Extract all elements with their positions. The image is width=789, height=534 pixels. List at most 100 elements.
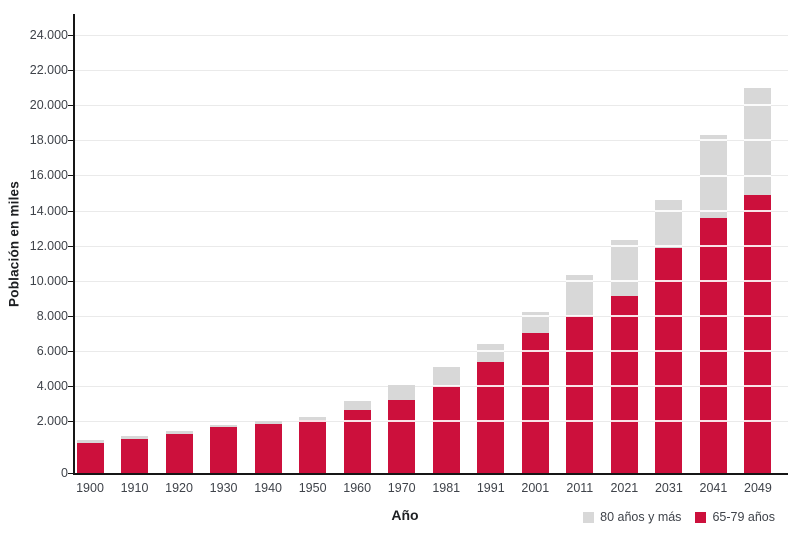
grid-line	[75, 245, 788, 247]
grid-line-overlay	[744, 174, 772, 177]
y-tick-mark	[68, 35, 73, 37]
x-tick-label: 1981	[432, 481, 461, 495]
x-tick-label: 2021	[610, 481, 639, 495]
bar-segment-65-79	[699, 217, 727, 473]
x-axis-line	[73, 473, 788, 475]
y-tick-label: 14.000	[29, 203, 68, 218]
grid-line-overlay	[744, 349, 772, 352]
grid-line-overlay	[699, 279, 727, 282]
y-tick-mark	[68, 420, 73, 422]
bar-segment-65-79	[165, 433, 193, 473]
bar-1920	[165, 430, 193, 473]
grid-line	[75, 175, 788, 177]
grid-line-overlay	[744, 104, 772, 107]
legend-item: 80 años y más	[583, 510, 681, 524]
grid-line-overlay	[744, 209, 772, 212]
grid-line-overlay	[699, 174, 727, 177]
grid-line-overlay	[566, 384, 594, 387]
grid-line-overlay	[699, 349, 727, 352]
bar-1900	[76, 440, 104, 473]
x-tick-label: 1940	[254, 481, 283, 495]
bar-segment-65-79	[210, 427, 238, 473]
grid-line	[75, 105, 788, 107]
y-tick-mark	[68, 70, 73, 72]
x-tick-label: 1930	[209, 481, 238, 495]
y-tick-mark	[68, 140, 73, 142]
bar-segment-65-79	[299, 419, 327, 473]
grid-line	[75, 210, 788, 212]
grid-line-overlay	[744, 244, 772, 247]
grid-line-overlay	[477, 349, 505, 352]
y-tick-mark	[68, 210, 73, 212]
grid-line-overlay	[432, 384, 460, 387]
grid-line-overlay	[744, 279, 772, 282]
x-tick-label: 1910	[120, 481, 149, 495]
grid-line-overlay	[521, 314, 549, 317]
grid-line-overlay	[744, 139, 772, 142]
bar-segment-65-79	[744, 194, 772, 473]
grid-line-overlay	[610, 349, 638, 352]
legend-item: 65-79 años	[695, 510, 775, 524]
y-tick-mark	[68, 473, 73, 474]
y-tick-mark	[68, 350, 73, 352]
grid-line	[75, 315, 788, 317]
bar-1960	[343, 400, 371, 473]
bar-1981	[432, 367, 460, 473]
grid-line-overlay	[699, 384, 727, 387]
bar-1930	[210, 424, 238, 473]
x-tick-label: 2031	[654, 481, 683, 495]
grid-line	[75, 350, 788, 352]
bar-segment-65-79	[254, 423, 282, 473]
x-tick-label: 1991	[476, 481, 505, 495]
grid-line-overlay	[566, 314, 594, 317]
grid-line-overlay	[566, 419, 594, 422]
grid-line-overlay	[610, 244, 638, 247]
y-tick-label: 12.000	[29, 238, 68, 253]
grid-line	[75, 420, 788, 422]
bar-2049	[744, 87, 772, 473]
y-tick-label: 8.000	[36, 308, 68, 323]
grid-line-overlay	[432, 419, 460, 422]
y-tick-mark	[68, 245, 73, 247]
grid-line	[75, 70, 788, 72]
y-tick-label: 22.000	[29, 63, 68, 78]
grid-line-overlay	[655, 209, 683, 212]
bar-1940	[254, 421, 282, 473]
grid-line-overlay	[655, 384, 683, 387]
grid-line-overlay	[610, 384, 638, 387]
grid-line-overlay	[655, 279, 683, 282]
y-tick-label: 0	[61, 466, 68, 480]
y-tick-label: 2.000	[36, 413, 68, 428]
y-tick-label: 16.000	[29, 168, 68, 183]
grid-line-overlay	[343, 419, 371, 422]
grid-line-overlay	[744, 419, 772, 422]
grid-line-overlay	[610, 419, 638, 422]
y-tick-label: 4.000	[36, 378, 68, 393]
legend: 80 años y más 65-79 años	[583, 510, 775, 524]
bar-2001	[521, 312, 549, 473]
x-tick-label: 1920	[165, 481, 193, 495]
bar-1970	[388, 384, 416, 473]
x-tick-label: 2041	[699, 481, 728, 495]
y-tick-mark	[68, 105, 73, 107]
bar-segment-65-79	[655, 248, 683, 473]
grid-line-overlay	[655, 419, 683, 422]
x-tick-label: 1950	[298, 481, 327, 495]
bar-2041	[699, 135, 727, 473]
grid-line-overlay	[477, 419, 505, 422]
x-axis-title: Año	[391, 507, 419, 523]
grid-line	[75, 140, 788, 142]
grid-line-overlay	[655, 314, 683, 317]
bar-2031	[655, 200, 683, 473]
grid-line-overlay	[566, 349, 594, 352]
y-tick-label: 18.000	[29, 133, 68, 148]
grid-line	[75, 35, 788, 37]
grid-line-overlay	[566, 279, 594, 282]
x-tick-label: 1900	[76, 481, 104, 495]
x-tick-label: 1970	[387, 481, 416, 495]
legend-swatch	[695, 511, 707, 523]
bar-2011	[566, 275, 594, 473]
grid-line-overlay	[744, 384, 772, 387]
x-tick-label: 2001	[521, 481, 550, 495]
